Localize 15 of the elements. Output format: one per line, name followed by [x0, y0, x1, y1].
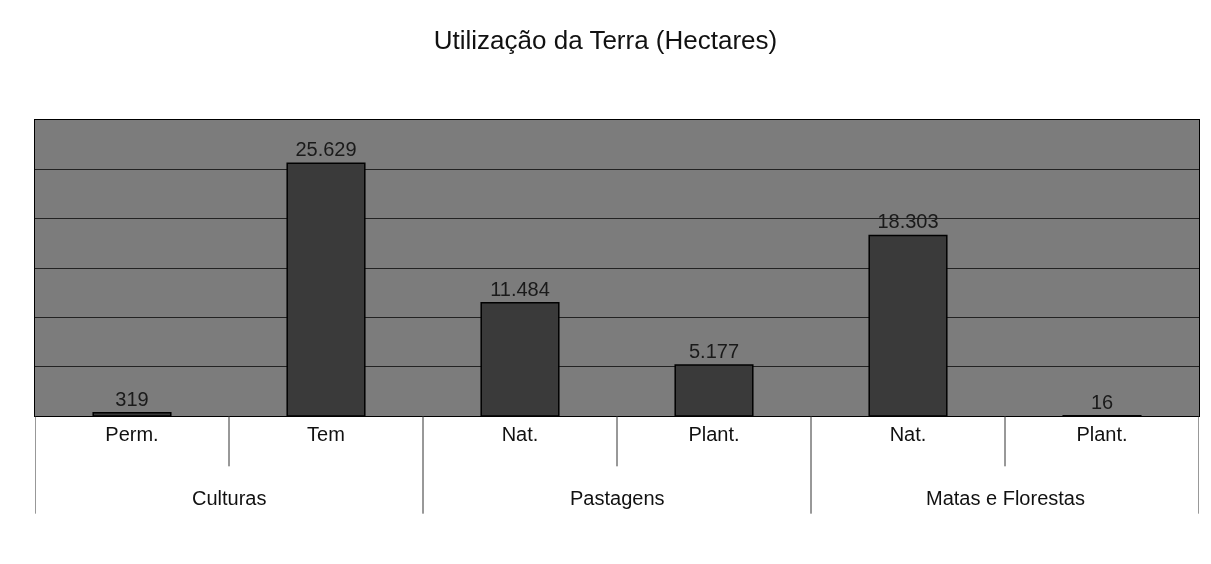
text: Matas e Florestas: [926, 487, 1085, 509]
chart-title: Utilização da Terra (Hectares): [433, 24, 778, 55]
x-tick-label: Tem: [307, 423, 345, 445]
x-tick-label: Plant.: [1076, 423, 1128, 445]
x-tick-label: Plant.: [688, 423, 740, 445]
x-tick-label: Nat.: [889, 423, 927, 445]
data-label: 5.177: [688, 339, 740, 362]
data-label: 25.629: [295, 138, 357, 161]
data-label: 16: [1090, 390, 1114, 413]
x-tick-label: Perm.: [105, 423, 159, 445]
x-tick-label: Nat.: [501, 423, 539, 445]
data-label: 319: [115, 387, 149, 410]
text: Culturas: [192, 487, 267, 509]
data-label: 11.484: [490, 277, 550, 300]
text: Pastagens: [570, 487, 665, 509]
